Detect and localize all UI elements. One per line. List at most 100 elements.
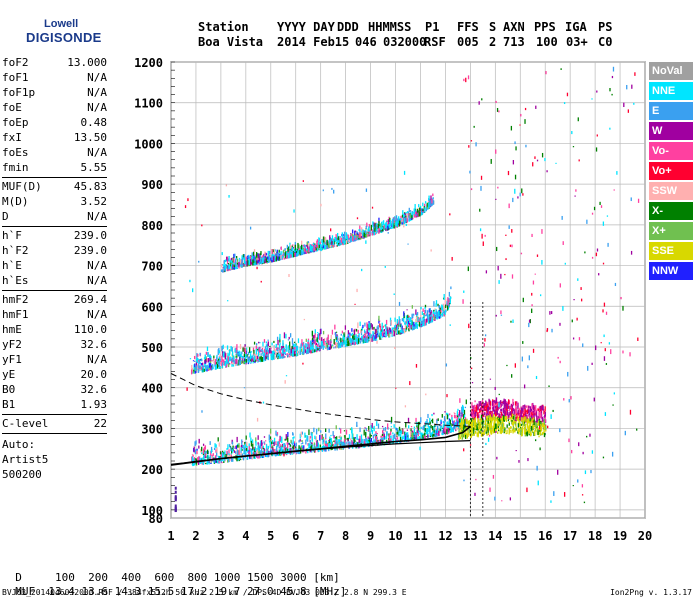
echo-point bbox=[376, 225, 378, 227]
echo-point bbox=[313, 449, 315, 452]
echo-point bbox=[342, 335, 344, 340]
echo-point bbox=[373, 231, 375, 236]
echo-point bbox=[239, 265, 241, 268]
echo-point bbox=[238, 354, 240, 357]
echo-point bbox=[293, 351, 296, 357]
echo-point bbox=[278, 356, 281, 359]
echo-point bbox=[518, 416, 521, 422]
echo-point bbox=[330, 345, 332, 349]
echo-point bbox=[428, 202, 430, 208]
echo-point bbox=[196, 357, 199, 364]
echo-point bbox=[194, 360, 196, 362]
echo-point bbox=[527, 405, 529, 410]
echo-point bbox=[216, 356, 218, 362]
echo-point bbox=[294, 248, 296, 252]
echo-point bbox=[308, 242, 310, 249]
echo-point bbox=[400, 329, 403, 332]
echo-point bbox=[375, 227, 377, 232]
echo-point bbox=[231, 351, 234, 356]
echo-point bbox=[518, 410, 520, 417]
echo-point bbox=[414, 208, 416, 214]
echo-point bbox=[275, 430, 277, 436]
echo-point bbox=[290, 347, 292, 349]
echo-point bbox=[397, 430, 399, 436]
echo-point bbox=[391, 331, 393, 337]
echo-point bbox=[210, 366, 212, 371]
echo-point bbox=[517, 404, 519, 410]
echo-point bbox=[431, 199, 433, 204]
echo-point bbox=[273, 340, 275, 344]
echo-point bbox=[410, 428, 412, 433]
echo-point bbox=[241, 439, 243, 445]
echo-point bbox=[423, 435, 425, 437]
echo-point bbox=[416, 425, 418, 428]
echo-point bbox=[510, 415, 513, 418]
echo-point bbox=[271, 355, 274, 358]
echo-point bbox=[300, 348, 303, 352]
echo-point bbox=[364, 322, 366, 327]
echo-point bbox=[224, 352, 227, 355]
echo-point bbox=[369, 323, 372, 329]
echo-point bbox=[291, 442, 294, 444]
echo-point bbox=[198, 456, 201, 462]
echo-point bbox=[226, 364, 228, 367]
echo-point bbox=[434, 312, 436, 318]
echo-point bbox=[304, 244, 306, 250]
echo-point bbox=[484, 405, 486, 411]
echo-point bbox=[380, 221, 383, 228]
echo-point bbox=[433, 429, 435, 433]
y-tick-label: 400 bbox=[141, 382, 163, 396]
echo-point bbox=[450, 427, 453, 432]
echo-point bbox=[367, 438, 370, 441]
echo-point bbox=[313, 451, 316, 453]
echo-point bbox=[336, 334, 338, 338]
echo-point bbox=[222, 450, 224, 453]
echo-point bbox=[235, 445, 238, 450]
echo-point bbox=[195, 440, 197, 445]
echo-point bbox=[381, 226, 383, 230]
echo-point bbox=[487, 403, 489, 409]
echo-point bbox=[377, 325, 379, 330]
echo-point bbox=[242, 257, 244, 263]
echo-point bbox=[388, 434, 391, 441]
echo-point bbox=[214, 359, 217, 366]
echo-point bbox=[270, 443, 272, 449]
echo-point bbox=[544, 406, 546, 412]
echo-point bbox=[362, 324, 364, 329]
echo-point bbox=[217, 364, 219, 367]
echo-point bbox=[373, 230, 375, 233]
echo-point bbox=[254, 452, 256, 457]
echo-point bbox=[217, 437, 219, 442]
echo-point bbox=[299, 350, 302, 355]
echo-point bbox=[225, 352, 228, 358]
echo-point bbox=[516, 413, 518, 418]
echo-point bbox=[199, 361, 201, 365]
echo-point bbox=[223, 461, 225, 463]
echo-point bbox=[227, 454, 229, 458]
echo-point bbox=[311, 433, 313, 438]
echo-point bbox=[208, 462, 210, 465]
echo-point bbox=[392, 442, 394, 445]
echo-point bbox=[360, 434, 363, 440]
echo-point bbox=[480, 401, 482, 407]
echo-point bbox=[250, 359, 252, 362]
echo-point bbox=[317, 243, 319, 245]
echo-point bbox=[414, 327, 417, 329]
echo-point bbox=[374, 435, 377, 442]
echo-point bbox=[376, 326, 378, 330]
echo-point bbox=[223, 453, 225, 456]
echo-point bbox=[529, 406, 532, 413]
echo-point bbox=[417, 317, 419, 322]
echo-point bbox=[406, 429, 409, 431]
echo-point bbox=[336, 232, 339, 238]
echo-point bbox=[268, 454, 270, 457]
echo-point bbox=[219, 358, 221, 365]
echo-point bbox=[372, 331, 374, 335]
echo-point bbox=[312, 246, 314, 251]
echo-point bbox=[306, 242, 308, 246]
echo-point bbox=[427, 434, 429, 438]
echo-point bbox=[254, 457, 256, 459]
echo-point bbox=[432, 434, 434, 438]
echo-point bbox=[294, 244, 297, 251]
echo-point bbox=[205, 462, 207, 465]
